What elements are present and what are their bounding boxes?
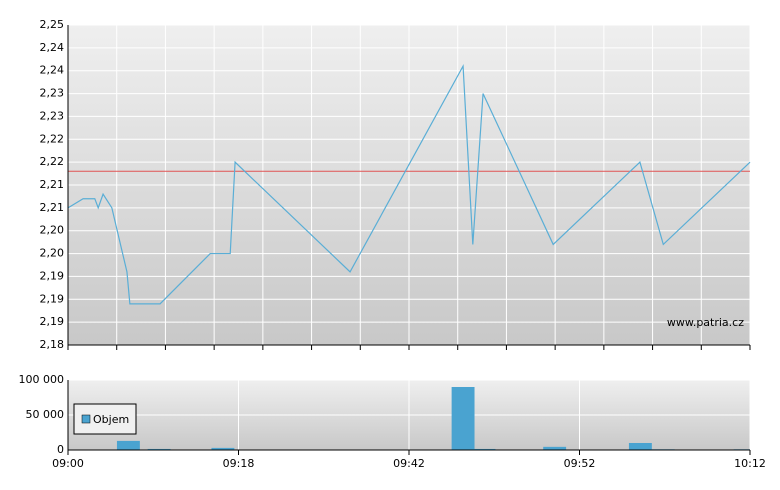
y-tick-label: 2,19	[40, 269, 65, 282]
y-tick-label: 2,19	[40, 315, 65, 328]
x-tick-label: 09:42	[393, 457, 425, 470]
volume-bar	[147, 448, 171, 450]
legend-label: Objem	[93, 413, 129, 426]
x-tick-label: 09:00	[52, 457, 84, 470]
y-tick-label: 2,21	[40, 178, 65, 191]
volume-bar	[628, 443, 652, 450]
y-tick-label: 0	[57, 443, 64, 456]
y-tick-label: 2,24	[40, 41, 65, 54]
volume-bar	[451, 387, 475, 450]
y-tick-label: 2,18	[40, 338, 65, 351]
price-line	[67, 64, 751, 305]
legend-swatch	[81, 414, 91, 424]
x-tick-label: 09:52	[564, 457, 596, 470]
y-tick-label: 2,22	[40, 132, 65, 145]
y-tick-label: 2,19	[40, 292, 65, 305]
x-tick-label: 09:18	[223, 457, 255, 470]
y-tick-label: 2,20	[40, 247, 65, 260]
volume-bar	[211, 447, 235, 450]
y-tick-label: 2,23	[40, 109, 65, 122]
y-tick-label: 2,23	[40, 87, 65, 100]
y-tick-label: 2,20	[40, 224, 65, 237]
y-tick-label: 100 000	[19, 373, 65, 386]
y-tick-label: 2,21	[40, 201, 65, 214]
volume-bar	[116, 440, 140, 450]
x-tick-label: 10:12	[734, 457, 766, 470]
y-tick-label: 2,25	[40, 18, 65, 31]
volume-bar	[472, 448, 496, 450]
y-tick-label: 2,22	[40, 155, 65, 168]
y-tick-label: 2,24	[40, 64, 65, 77]
volume-bar	[543, 446, 567, 450]
y-tick-label: 50 000	[26, 408, 65, 421]
watermark: www.patria.cz	[667, 316, 744, 329]
